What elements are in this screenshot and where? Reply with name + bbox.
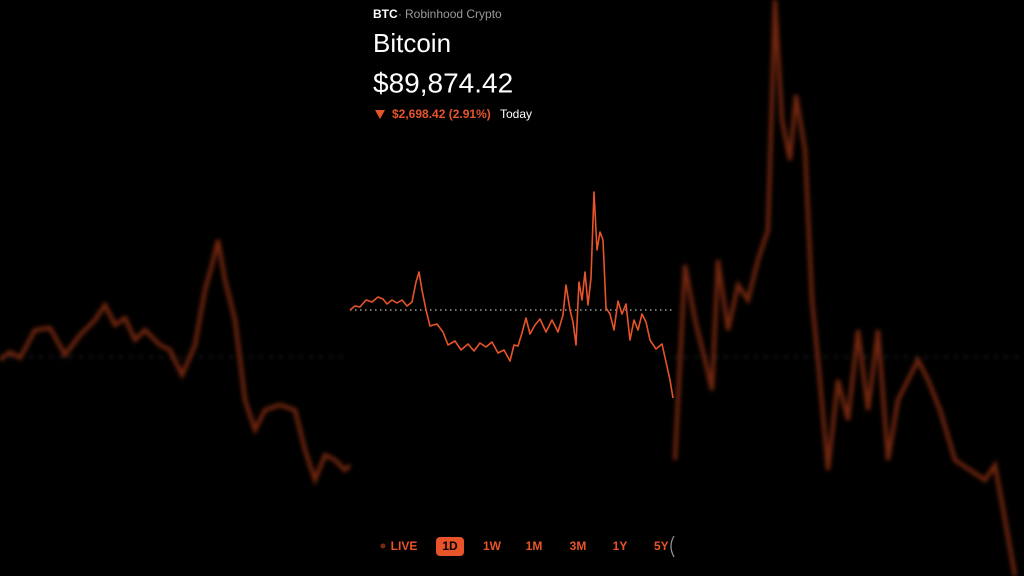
price: $89,874.42 xyxy=(373,67,513,98)
selected-tab-bg xyxy=(436,537,464,556)
period: Today xyxy=(500,107,532,121)
separator: · xyxy=(398,7,402,21)
range-tabs: LIVE 1D 1W 1M 3M 1Y 5Y xyxy=(380,537,669,556)
range-tab[interactable]: LIVE xyxy=(391,539,418,553)
range-tab[interactable]: 1Y xyxy=(613,539,628,553)
ticker: BTC xyxy=(373,7,398,21)
source: Robinhood Crypto xyxy=(405,7,502,21)
range-tab[interactable]: 1W xyxy=(483,539,502,553)
range-tab[interactable]: 3M xyxy=(570,539,587,553)
price-line xyxy=(349,191,674,399)
range-tab[interactable]: 1D xyxy=(442,539,458,553)
change: $2,698.42 (2.91%) xyxy=(392,107,491,121)
asset-name: Bitcoin xyxy=(373,28,451,58)
scroll-edge xyxy=(670,535,675,558)
down-arrow xyxy=(375,110,385,119)
range-tab[interactable]: 1M xyxy=(526,539,543,553)
range-tab[interactable]: 5Y xyxy=(654,539,669,553)
live-dot xyxy=(380,543,386,549)
